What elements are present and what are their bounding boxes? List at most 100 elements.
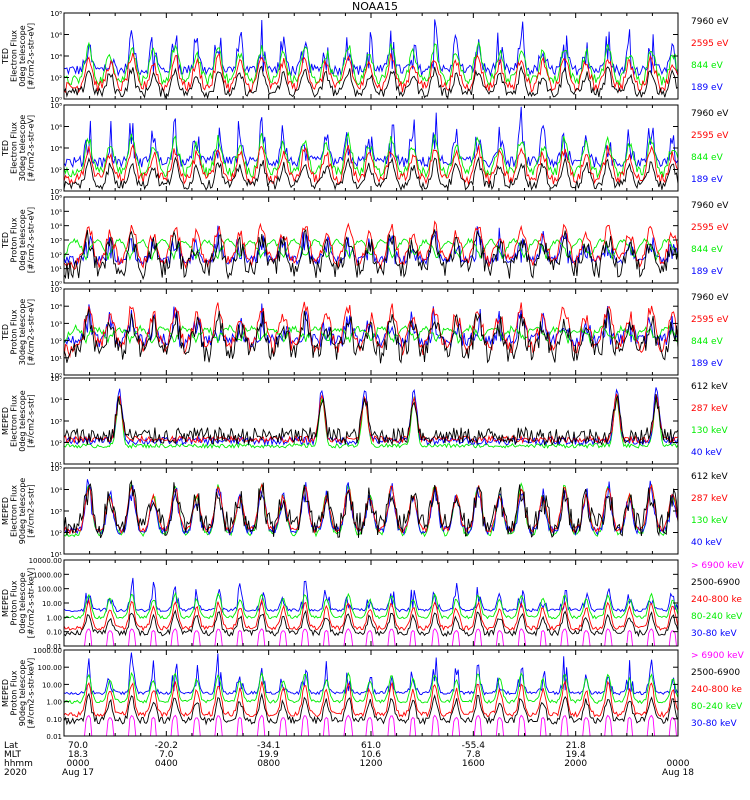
- legend-entry: 612 keV: [691, 382, 728, 392]
- y-tick-label: 10²: [50, 75, 62, 83]
- y-axis-label: 30deg telescope: [18, 299, 27, 366]
- y-axis-label: [#/cm2-s-str-eV]: [27, 207, 36, 273]
- y-tick-label: 10¹: [50, 266, 62, 274]
- panel-frame: [63, 377, 679, 465]
- y-axis-label: TED: [1, 232, 10, 249]
- y-tick-label: 10⁰: [50, 280, 62, 288]
- y-tick-label: 1000.00: [33, 571, 62, 579]
- y-tick-label: 0.10: [46, 629, 62, 637]
- y-tick-label: 0.10: [46, 716, 62, 724]
- series-green: [64, 41, 678, 87]
- series-black: [64, 692, 678, 726]
- series-black: [64, 308, 678, 364]
- legend-entry: 2595 eV: [691, 131, 729, 141]
- y-axis-label: MEPED: [1, 679, 10, 707]
- legend-entry: 287 keV: [691, 494, 728, 504]
- y-tick-label: 10⁵: [50, 375, 62, 383]
- y-tick-label: 0.01: [46, 643, 62, 651]
- x-axis-label: -34.1: [257, 741, 280, 751]
- y-tick-label: 10.00: [42, 681, 62, 689]
- legend-entry: 612 keV: [691, 472, 728, 482]
- legend-entry: 844 eV: [691, 245, 724, 255]
- x-axis-label: Aug 18: [662, 768, 694, 778]
- y-tick-label: 10⁶: [50, 32, 62, 40]
- series-blue: [64, 106, 678, 169]
- series-black: [64, 228, 678, 281]
- y-axis-label: Proton Flux: [10, 580, 19, 625]
- y-tick-label: 10⁶: [50, 124, 62, 132]
- legend-entry: > 6900 keV: [691, 651, 745, 661]
- legend-entry: 7960 eV: [691, 17, 729, 27]
- panel-ted-e-0: 10⁰ 10² 10⁴ 10⁶ 10⁸ TED Electron Flux 0deg tele…: [1, 10, 729, 104]
- x-row-label: MLT: [4, 750, 22, 760]
- legend-entry: 2595 eV: [691, 39, 729, 49]
- x-axis-label: 19.4: [566, 750, 586, 760]
- series-red: [64, 143, 678, 186]
- series-green: [64, 591, 678, 620]
- y-axis-label: 90deg telescope: [18, 660, 27, 727]
- y-axis-label: [#/cm2-s-str-keV]: [27, 658, 36, 729]
- y-tick-label: 0.01: [46, 733, 62, 741]
- y-tick-label: 10⁴: [50, 397, 62, 405]
- y-tick-label: 10³: [50, 320, 62, 328]
- series-group: [64, 301, 678, 364]
- legend-entry: 7960 eV: [691, 293, 729, 303]
- y-axis-label: Proton Flux: [10, 217, 19, 262]
- y-tick-label: 10²: [50, 251, 62, 259]
- series-red: [64, 483, 678, 535]
- series-green: [64, 323, 678, 345]
- y-axis-label: Electron Flux: [10, 122, 19, 174]
- y-tick-label: 10.00: [42, 600, 62, 608]
- y-tick-label: 10⁰: [50, 188, 62, 196]
- y-tick-label: 10⁵: [50, 208, 62, 216]
- y-tick-label: 1000.00: [33, 647, 62, 655]
- panel-ted-p-30: 10⁰ 10¹ 10² 10³ 10⁴ 10⁵ TED Proton Flux 30deg te…: [1, 286, 729, 380]
- y-tick-label: 10²: [50, 167, 62, 175]
- legend-entry: 2595 eV: [691, 223, 729, 233]
- panel-mep-p-90: 0.01 0.10 1.00 10.00 100.00 1000.00 MEPED Proto…: [1, 647, 745, 741]
- series-blue: [64, 303, 678, 349]
- series-green: [64, 131, 678, 180]
- series-blue: [64, 652, 678, 696]
- legend-entry: 2500-6900: [691, 578, 740, 588]
- y-tick-label: 10²: [50, 338, 62, 346]
- legend-entry: 189 eV: [691, 267, 724, 277]
- legend-entry: 189 eV: [691, 359, 724, 369]
- y-tick-label: 10⁰: [50, 96, 62, 104]
- x-axis-label: 1200: [360, 759, 383, 769]
- series-black: [64, 156, 678, 191]
- y-axis-label: Proton Flux: [10, 309, 19, 354]
- legend-entry: 189 eV: [691, 83, 724, 93]
- legend-entry: 7960 eV: [691, 201, 729, 211]
- panel-mep-e-90: 10¹ 10² 10³ 10⁴ 10⁵ MEPED Electron Flux 90deg t…: [1, 465, 728, 559]
- y-axis-label: [#/cm2-s-str-eV]: [27, 23, 36, 89]
- y-tick-label: 10¹: [50, 551, 62, 559]
- y-axis-label: [#/cm2-s-str-eV]: [27, 299, 36, 365]
- y-axis-label: 0deg telescope: [18, 572, 27, 633]
- y-axis-label: Electron Flux: [10, 395, 19, 447]
- y-tick-label: 10²: [50, 440, 62, 448]
- y-tick-label: 10⁴: [50, 223, 62, 231]
- series-group: [64, 479, 678, 539]
- legend-entry: 2595 eV: [691, 315, 729, 325]
- y-axis-label: 90deg telescope: [18, 478, 27, 545]
- legend-entry: 80-240 keV: [691, 702, 743, 712]
- y-tick-label: 10⁸: [50, 102, 62, 110]
- x-axis-label: 0000: [67, 759, 90, 769]
- legend-entry: 40 keV: [691, 538, 723, 548]
- x-axis-label: 0000: [667, 759, 690, 769]
- y-tick-label: 1.00: [46, 699, 62, 707]
- series-green: [64, 237, 678, 262]
- x-axis-label: 7.0: [159, 750, 174, 760]
- series-black: [64, 393, 678, 447]
- x-axis-label: 0400: [155, 759, 178, 769]
- y-axis-label: Proton Flux: [10, 670, 19, 715]
- y-tick-label: 10⁸: [50, 10, 62, 18]
- x-axis-label: 0800: [257, 759, 280, 769]
- y-tick-label: 10¹: [50, 355, 62, 363]
- series-group: [64, 220, 678, 281]
- series-group: [64, 19, 678, 99]
- series-black: [64, 609, 678, 638]
- x-row-label: 2020: [4, 768, 27, 778]
